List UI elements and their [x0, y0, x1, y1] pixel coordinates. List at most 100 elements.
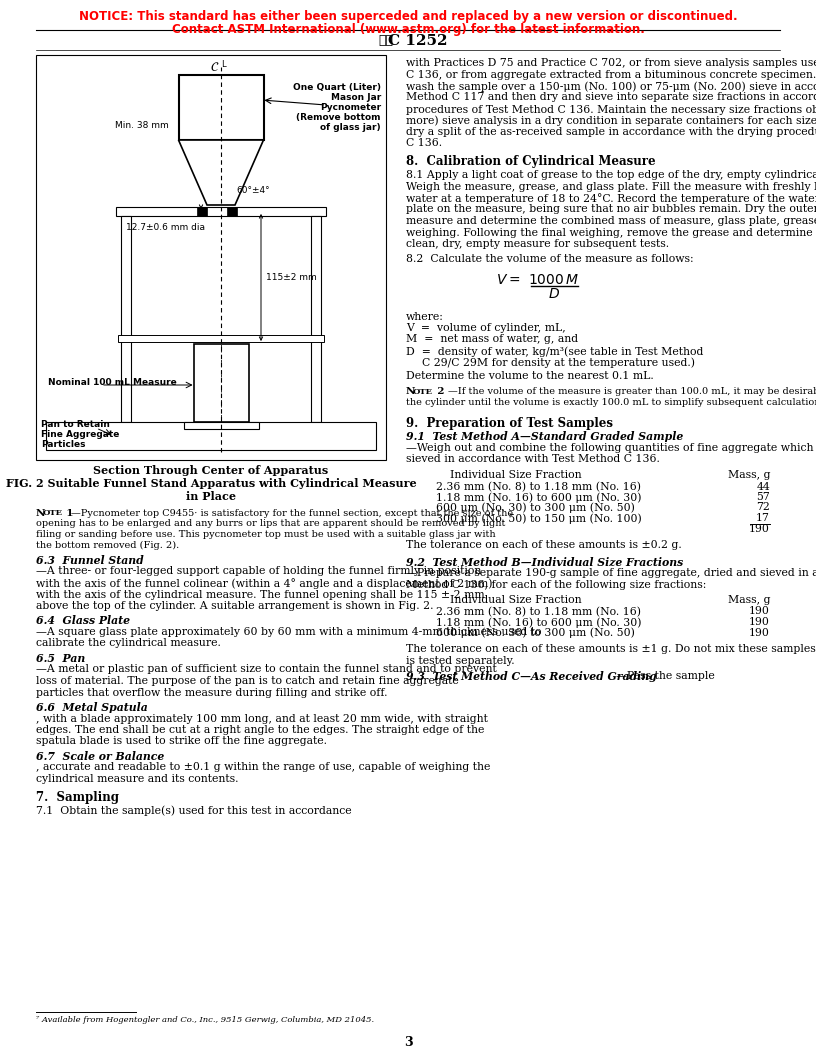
- Text: C 29/C 29M for density at the temperature used.): C 29/C 29M for density at the temperatur…: [422, 358, 695, 369]
- Text: more) sieve analysis in a dry condition in separate containers for each size. Fo: more) sieve analysis in a dry condition …: [406, 115, 816, 126]
- Text: 2: 2: [430, 388, 445, 396]
- Text: with Practices D 75 and Practice C 702, or from sieve analysis samples used for : with Practices D 75 and Practice C 702, …: [406, 58, 816, 68]
- Text: 44: 44: [756, 482, 770, 491]
- Text: is tested separately.: is tested separately.: [406, 656, 515, 665]
- Text: Mass, g: Mass, g: [728, 595, 770, 605]
- Text: clean, dry, empty measure for subsequent tests.: clean, dry, empty measure for subsequent…: [406, 239, 669, 249]
- Text: $1000\,M$: $1000\,M$: [529, 272, 579, 286]
- Bar: [184, 422, 259, 429]
- Text: V  =  volume of cylinder, mL,: V = volume of cylinder, mL,: [406, 323, 565, 333]
- Text: dry a split of the as-received sample in accordance with the drying procedure in: dry a split of the as-received sample in…: [406, 127, 816, 137]
- Text: 9.  Preparation of Test Samples: 9. Preparation of Test Samples: [406, 416, 613, 430]
- Text: Particles: Particles: [41, 440, 86, 449]
- Text: The tolerance on each of these amounts is ±1 g. Do not mix these samples togethe: The tolerance on each of these amounts i…: [406, 644, 816, 654]
- Text: ⒶⓂ: ⒶⓂ: [379, 34, 393, 48]
- Text: 115±2 mm: 115±2 mm: [266, 274, 317, 282]
- Bar: [46, 422, 376, 450]
- Text: $V=$: $V=$: [495, 274, 520, 287]
- Text: weighing. Following the final weighing, remove the grease and determine the mass: weighing. Following the final weighing, …: [406, 227, 816, 238]
- Text: 600 μm (No. 30) to 300 μm (No. 50): 600 μm (No. 30) to 300 μm (No. 50): [436, 503, 635, 513]
- Text: D  =  density of water, kg/m³(see table in Test Method: D = density of water, kg/m³(see table in…: [406, 346, 703, 357]
- Text: —Prepare a separate 190-g sample of fine aggregate, dried and sieved in accordan: —Prepare a separate 190-g sample of fine…: [406, 568, 816, 578]
- Bar: [227, 207, 237, 216]
- Bar: [121, 216, 131, 422]
- Text: Mason Jar: Mason Jar: [330, 93, 381, 102]
- Text: —If the volume of the measure is greater than 100.0 mL, it may be desirable to g: —If the volume of the measure is greater…: [448, 388, 816, 396]
- Text: opening has to be enlarged and any burrs or lips that are apparent should be rem: opening has to be enlarged and any burrs…: [36, 520, 505, 528]
- Text: water at a temperature of 18 to 24°C. Record the temperature of the water. Place: water at a temperature of 18 to 24°C. Re…: [406, 193, 816, 204]
- Text: —A metal or plastic pan of sufficient size to contain the funnel stand and to pr: —A metal or plastic pan of sufficient si…: [36, 664, 497, 675]
- Text: cylindrical measure and its contents.: cylindrical measure and its contents.: [36, 774, 238, 784]
- Text: 6.3  Funnel Stand: 6.3 Funnel Stand: [36, 555, 144, 566]
- Text: Fine Aggregate: Fine Aggregate: [41, 430, 119, 439]
- Text: edges. The end shall be cut at a right angle to the edges. The straight edge of : edges. The end shall be cut at a right a…: [36, 725, 485, 735]
- Text: Contact ASTM International (www.astm.org) for the latest information.: Contact ASTM International (www.astm.org…: [171, 23, 645, 36]
- Text: C 1252: C 1252: [388, 34, 448, 48]
- Text: 8.1 Apply a light coat of grease to the top edge of the dry, empty cylindrical m: 8.1 Apply a light coat of grease to the …: [406, 170, 816, 180]
- Bar: [36, 55, 386, 460]
- Text: 6.4  Glass Plate: 6.4 Glass Plate: [36, 616, 130, 626]
- Text: 6.6  Metal Spatula: 6.6 Metal Spatula: [36, 702, 148, 713]
- Text: —A square glass plate approximately 60 by 60 mm with a minimum 4-mm thickness us: —A square glass plate approximately 60 b…: [36, 627, 542, 637]
- Text: Individual Size Fraction: Individual Size Fraction: [450, 595, 582, 605]
- Text: Pycnometer: Pycnometer: [320, 103, 381, 112]
- Text: 1.18 mm (No. 16) to 600 μm (No. 30): 1.18 mm (No. 16) to 600 μm (No. 30): [436, 492, 641, 503]
- Text: plate on the measure, being sure that no air bubbles remain. Dry the outer surfa: plate on the measure, being sure that no…: [406, 205, 816, 214]
- Text: of glass jar): of glass jar): [321, 122, 381, 132]
- Text: ⁷ Available from Hogentogler and Co., Inc., 9515 Gerwig, Columbia, MD 21045.: ⁷ Available from Hogentogler and Co., In…: [36, 1016, 374, 1024]
- Text: 8.  Calibration of Cylindrical Measure: 8. Calibration of Cylindrical Measure: [406, 155, 655, 168]
- Text: spatula blade is used to strike off the fine aggregate.: spatula blade is used to strike off the …: [36, 736, 327, 747]
- Text: 190: 190: [749, 627, 770, 638]
- Text: procedures of Test Method C 136. Maintain the necessary size fractions obtained : procedures of Test Method C 136. Maintai…: [406, 103, 816, 114]
- Text: calibrate the cylindrical measure.: calibrate the cylindrical measure.: [36, 639, 221, 648]
- Text: $D$: $D$: [548, 286, 560, 301]
- Text: the bottom removed (Fig. 2).: the bottom removed (Fig. 2).: [36, 541, 180, 549]
- Bar: [179, 75, 264, 140]
- Text: wash the sample over a 150-μm (No. 100) or 75-μm (No. 200) sieve in accordance w: wash the sample over a 150-μm (No. 100) …: [406, 81, 816, 92]
- Text: 2.36 mm (No. 8) to 1.18 mm (No. 16): 2.36 mm (No. 8) to 1.18 mm (No. 16): [436, 482, 641, 492]
- Text: —Pass the sample: —Pass the sample: [616, 671, 715, 681]
- Text: C 136, or from aggregate extracted from a bituminous concrete specimen. For Meth: C 136, or from aggregate extracted from …: [406, 70, 816, 79]
- Text: —Weigh out and combine the following quantities of fine aggregate which have bee: —Weigh out and combine the following qua…: [406, 444, 816, 453]
- Text: 60°±4°: 60°±4°: [236, 186, 269, 195]
- Text: in Place: in Place: [186, 491, 236, 502]
- Text: Method C 136, for each of the following size fractions:: Method C 136, for each of the following …: [406, 580, 707, 589]
- Text: loss of material. The purpose of the pan is to catch and retain fine aggregate: loss of material. The purpose of the pan…: [36, 676, 459, 686]
- Text: 9.3  Test Method C—As Received Grading: 9.3 Test Method C—As Received Grading: [406, 671, 657, 682]
- Text: 1.18 mm (No. 16) to 600 μm (No. 30): 1.18 mm (No. 16) to 600 μm (No. 30): [436, 617, 641, 627]
- Text: sieved in accordance with Test Method C 136.: sieved in accordance with Test Method C …: [406, 454, 660, 465]
- Text: Individual Size Fraction: Individual Size Fraction: [450, 470, 582, 480]
- Bar: [311, 216, 321, 422]
- Text: measure and determine the combined mass of measure, glass plate, grease, and wat: measure and determine the combined mass …: [406, 216, 816, 226]
- Bar: [118, 335, 324, 342]
- Text: 300 μm (No. 50) to 150 μm (No. 100): 300 μm (No. 50) to 150 μm (No. 100): [436, 513, 641, 524]
- Text: —A three- or four-legged support capable of holding the funnel firmly in positio: —A three- or four-legged support capable…: [36, 566, 481, 577]
- Text: with the axis of the funnel colinear (within a 4° angle and a displacement of 2 : with the axis of the funnel colinear (wi…: [36, 578, 493, 589]
- Text: L: L: [221, 60, 226, 69]
- Text: 9.2  Test Method B—Individual Size Fractions: 9.2 Test Method B—Individual Size Fracti…: [406, 557, 683, 567]
- Text: 57: 57: [756, 492, 770, 502]
- Text: M  =  net mass of water, g, and: M = net mass of water, g, and: [406, 335, 578, 344]
- Text: 3: 3: [404, 1036, 412, 1049]
- Text: FIG. 2 Suitable Funnel Stand Apparatus with Cylindrical Measure: FIG. 2 Suitable Funnel Stand Apparatus w…: [6, 478, 416, 489]
- Text: Mass, g: Mass, g: [728, 470, 770, 480]
- Text: filing or sanding before use. This pycnometer top must be used with a suitable g: filing or sanding before use. This pycno…: [36, 530, 495, 539]
- Text: Nominal 100 mL Measure: Nominal 100 mL Measure: [48, 378, 177, 386]
- Bar: [116, 207, 326, 216]
- Text: 190: 190: [749, 617, 770, 627]
- Text: , accurate and readable to ±0.1 g within the range of use, capable of weighing t: , accurate and readable to ±0.1 g within…: [36, 762, 490, 773]
- Text: Determine the volume to the nearest 0.1 mL.: Determine the volume to the nearest 0.1 …: [406, 371, 654, 381]
- Text: 8.2  Calculate the volume of the measure as follows:: 8.2 Calculate the volume of the measure …: [406, 253, 694, 264]
- Text: 12.7±0.6 mm dia: 12.7±0.6 mm dia: [126, 223, 205, 232]
- Text: 17: 17: [756, 513, 770, 523]
- Text: 72: 72: [756, 503, 770, 512]
- Text: Weigh the measure, grease, and glass plate. Fill the measure with freshly boiled: Weigh the measure, grease, and glass pla…: [406, 182, 816, 191]
- Text: 6.7  Scale or Balance: 6.7 Scale or Balance: [36, 751, 164, 762]
- Text: with the axis of the cylindrical measure. The funnel opening shall be 115 ± 2 mm: with the axis of the cylindrical measure…: [36, 589, 485, 600]
- Text: where:: where:: [406, 312, 444, 321]
- Text: OTE: OTE: [42, 509, 63, 517]
- Text: , with a blade approximately 100 mm long, and at least 20 mm wide, with straight: , with a blade approximately 100 mm long…: [36, 714, 488, 723]
- Text: 6.5  Pan: 6.5 Pan: [36, 653, 85, 664]
- Text: 7.1  Obtain the sample(s) used for this test in accordance: 7.1 Obtain the sample(s) used for this t…: [36, 806, 352, 816]
- Text: One Quart (Liter): One Quart (Liter): [293, 83, 381, 92]
